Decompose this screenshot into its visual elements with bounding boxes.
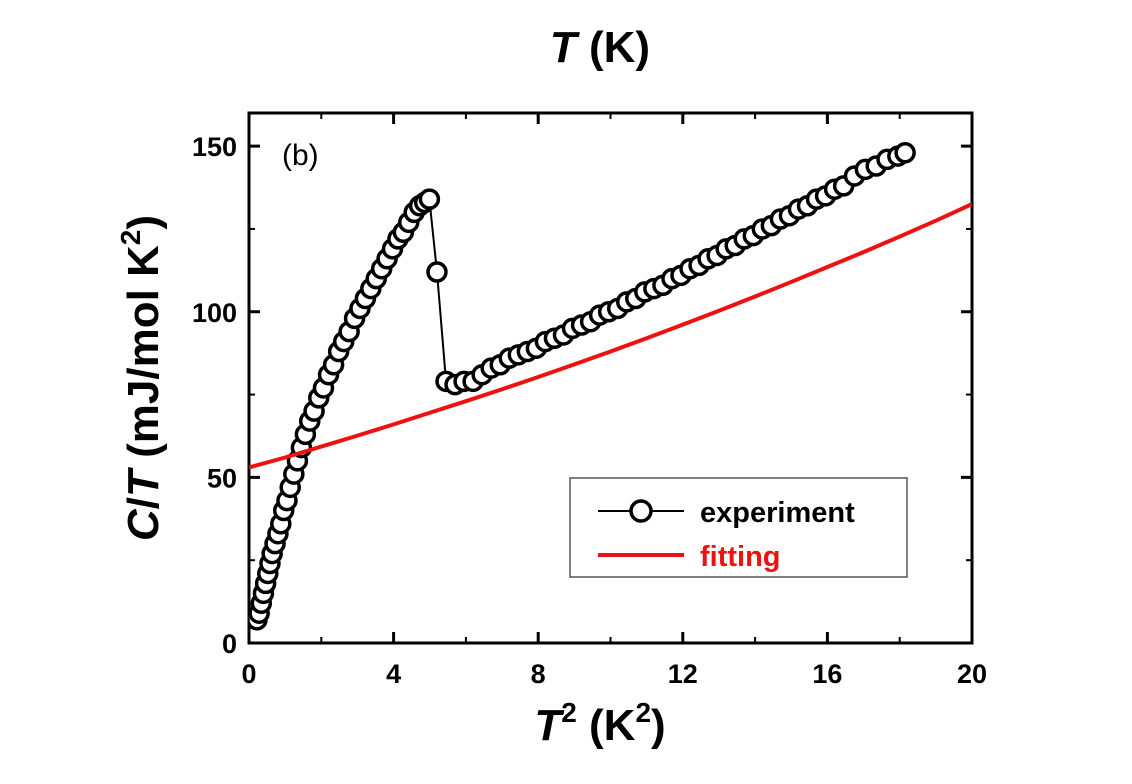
legend-box	[569, 477, 908, 578]
y-axis-label-main: C	[119, 508, 168, 541]
x-axis-label-sup: 2	[561, 697, 577, 728]
top-axis-label-main: T	[550, 23, 580, 72]
x-axis-label-rest: (K	[577, 701, 636, 750]
y-axis-label-main2: T	[119, 467, 168, 497]
experiment-point	[418, 188, 441, 210]
y-axis-label: C/T (mJ/mol K2)	[115, 215, 168, 541]
top-axis-label: T (K)	[550, 23, 650, 72]
y-axis-label-slash: /	[119, 497, 168, 509]
x-axis-label: T2 (K2)	[534, 697, 665, 750]
x-tick-label: 20	[957, 659, 987, 689]
x-axis-label-close: )	[651, 701, 666, 750]
x-tick-label: 12	[668, 659, 698, 689]
legend-fitting-label: fitting	[700, 541, 781, 573]
y-tick-label: 150	[192, 132, 237, 162]
fitting-line	[249, 202, 972, 470]
legend-experiment-marker	[629, 499, 653, 523]
legend: experiment fitting	[569, 477, 908, 578]
y-axis-label-sup: 2	[115, 230, 146, 246]
data-layer	[249, 142, 972, 631]
axis-ticks: 0 4 8 12 16 20 0 50 100 150	[192, 113, 987, 689]
experiment-point	[894, 142, 916, 164]
x-tick-label: 16	[812, 659, 842, 689]
y-axis-label-close: )	[119, 215, 168, 230]
y-tick-label: 100	[192, 298, 237, 328]
top-axis-label-rest: (K)	[577, 23, 650, 72]
legend-experiment-label: experiment	[700, 497, 855, 529]
x-axis-label-main: T	[534, 701, 564, 750]
x-tick-label: 4	[386, 659, 401, 689]
y-axis-label-rest: (mJ/mol K	[119, 245, 168, 470]
x-tick-label: 8	[531, 659, 546, 689]
panel-label: (b)	[282, 139, 319, 172]
x-tick-label: 0	[241, 659, 256, 689]
x-axis-label-sup2: 2	[635, 697, 651, 728]
y-tick-label: 0	[222, 629, 237, 659]
y-tick-label: 50	[207, 463, 237, 493]
experiment-point	[426, 261, 448, 283]
